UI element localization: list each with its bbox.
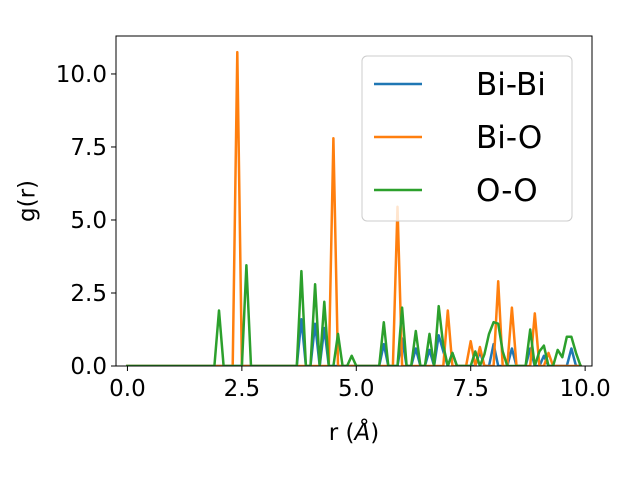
x-axis: 0.0 2.5 5.0 7.5 10.0: [109, 366, 611, 402]
plot-frame: [115, 35, 593, 367]
legend-box: [361, 55, 573, 222]
y-tick-label: 7.5: [70, 135, 107, 161]
legend: Bi-Bi Bi-O O-O: [361, 55, 573, 222]
y-tick-label: 5.0: [70, 208, 107, 234]
y-axis: 0.0 2.5 5.0 7.5 10.0: [56, 62, 116, 380]
x-tick-label: 0.0: [109, 376, 146, 402]
x-tick-label: 2.5: [224, 376, 261, 402]
y-tick-label: 2.5: [70, 281, 107, 307]
legend-label-o-o: O-O: [476, 173, 538, 209]
y-tick-label: 10.0: [56, 62, 107, 88]
series-line-o-o: [126, 263, 582, 366]
series-layer: [126, 50, 582, 366]
x-axis-label: r (Å): [329, 418, 379, 446]
x-tick-label: 7.5: [452, 376, 489, 402]
y-tick-label: 0.0: [70, 354, 107, 380]
y-axis-label: g(r): [15, 180, 41, 222]
x-tick-label: 5.0: [338, 376, 375, 402]
legend-label-bi-bi: Bi-Bi: [476, 67, 546, 103]
x-tick-label: 10.0: [560, 376, 611, 402]
legend-label-bi-o: Bi-O: [476, 120, 542, 156]
